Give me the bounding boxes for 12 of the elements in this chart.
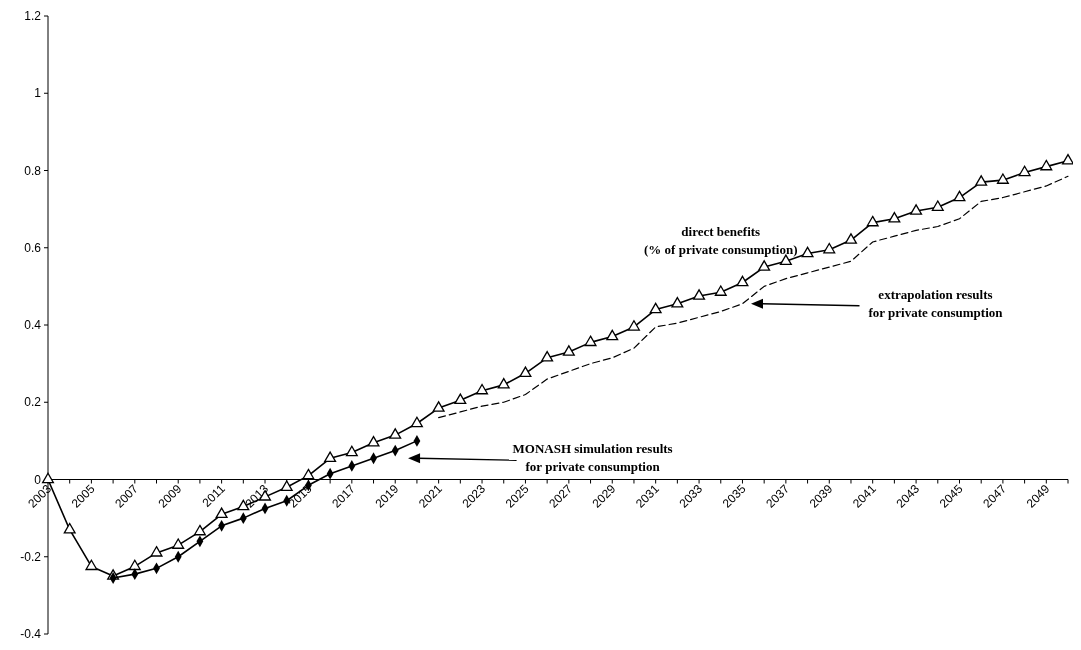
y-tick-label: 0.6 <box>24 240 42 255</box>
y-tick-label: 0.2 <box>24 395 42 410</box>
y-tick-label: -0.2 <box>20 549 42 564</box>
y-tick-label: 0.4 <box>24 318 42 332</box>
y-tick-label: 0.8 <box>24 163 42 178</box>
y-tick-label: 1.2 <box>24 9 42 23</box>
annotation: extrapolation results for private consumption <box>868 286 1004 320</box>
annotation: MONASH simulation results for private consumption <box>512 441 673 475</box>
y-tick-label: 1 <box>34 86 42 101</box>
y-tick-label: 0 <box>34 472 42 487</box>
annotation: direct benefits (% of private consumption) <box>644 224 798 258</box>
y-tick-label: -0.4 <box>20 627 42 641</box>
